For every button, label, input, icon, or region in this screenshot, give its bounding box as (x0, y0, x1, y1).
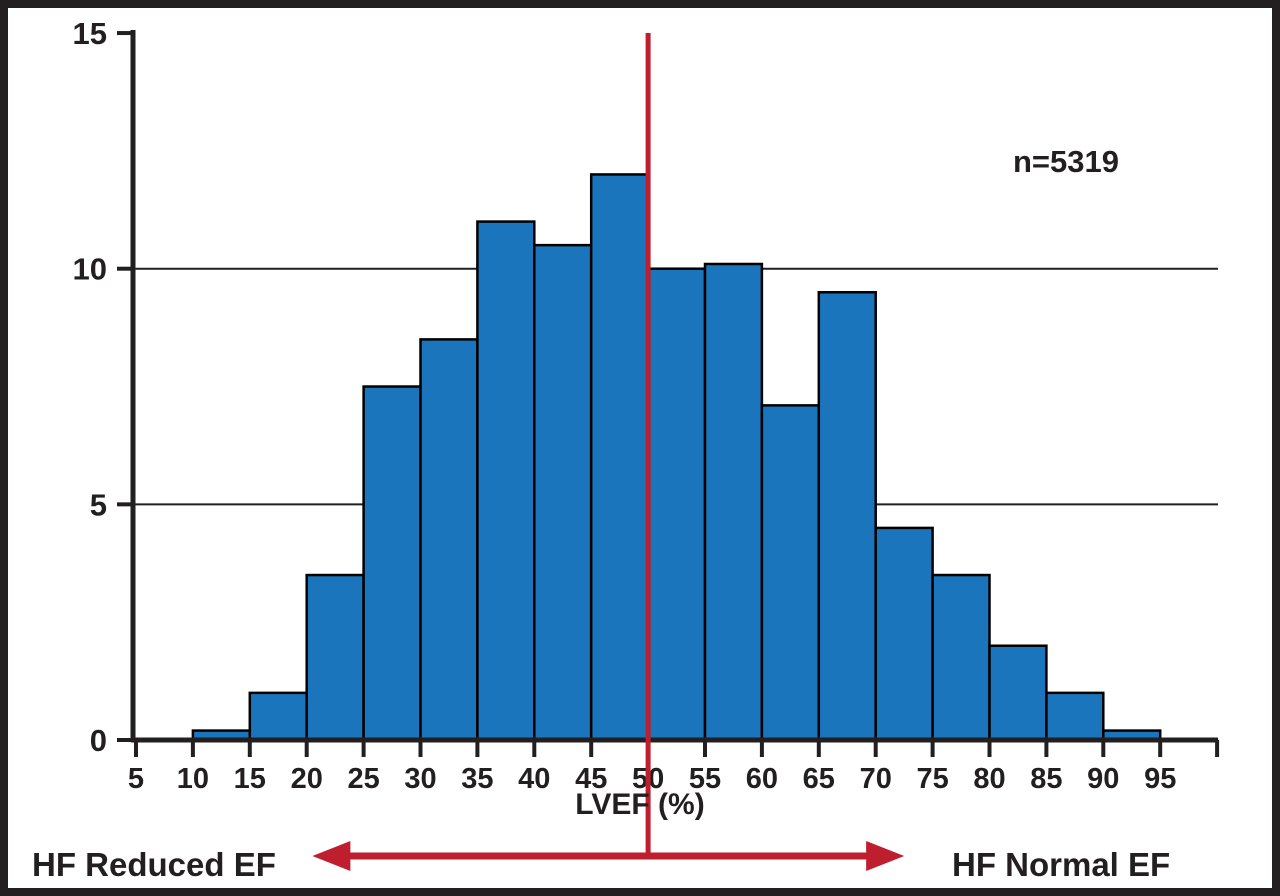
histogram-bar (988, 644, 1048, 742)
x-tick-label: 75 (916, 763, 948, 795)
x-tick-label: 55 (689, 763, 721, 795)
histogram-bar (305, 573, 365, 742)
x-tick-label: 45 (575, 763, 607, 795)
x-tick-label: 65 (803, 763, 835, 795)
y-tick-label: 15 (73, 16, 107, 51)
x-tick-label: 80 (973, 763, 1005, 795)
histogram-bar (703, 262, 764, 742)
arrow-head-left (312, 841, 351, 871)
x-tick-label: 25 (347, 763, 379, 795)
histogram-bar (248, 691, 308, 742)
x-tick-label: 40 (518, 763, 550, 795)
y-tick-label: 5 (90, 487, 107, 522)
histogram-bar (760, 404, 821, 742)
histogram-bar (533, 243, 593, 742)
x-tick-label: 95 (1144, 763, 1176, 795)
x-tick-label: 5 (128, 763, 144, 795)
histogram-bar (476, 220, 536, 742)
x-tick-label: 85 (1030, 763, 1062, 795)
x-tick-label: 70 (860, 763, 892, 795)
y-tick-label: 10 (73, 252, 107, 287)
x-tick-label: 20 (291, 763, 323, 795)
x-tick-label: 30 (404, 763, 436, 795)
y-tick-label: 0 (90, 723, 107, 758)
x-tick-label: 35 (461, 763, 493, 795)
x-tick-label: 15 (234, 763, 266, 795)
histogram-bar (817, 291, 877, 742)
region-label-hf-normal-ef: HF Normal EF (952, 846, 1171, 883)
sample-size-annotation: n=5319 (1013, 144, 1120, 179)
x-axis-title: LVEF (%) (575, 788, 705, 821)
arrow-head-right (866, 841, 905, 871)
histogram-bar (419, 338, 479, 742)
x-tick-label: 90 (1087, 763, 1119, 795)
histogram-bar (589, 173, 650, 742)
histogram-bar (362, 385, 422, 742)
histogram-bar (1045, 691, 1105, 742)
chart-svg: 0510155101520253035404550556065707580859… (73, 16, 1220, 871)
x-tick-label: 10 (177, 763, 209, 795)
x-tick-label: 60 (746, 763, 778, 795)
region-label-hf-reduced-ef: HF Reduced EF (32, 846, 276, 883)
histogram-bar (646, 267, 707, 742)
histogram-bar (931, 573, 991, 742)
histogram-bar (874, 526, 934, 742)
